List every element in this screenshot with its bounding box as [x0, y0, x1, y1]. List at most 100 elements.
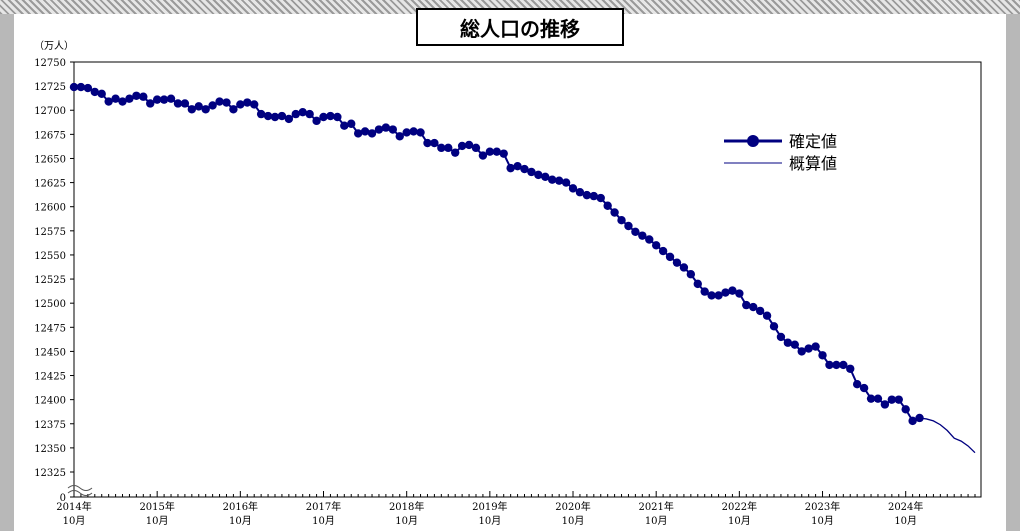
series-confirmed-point: [665, 252, 675, 262]
series-confirmed-point: [374, 125, 384, 134]
series-confirmed-point: [755, 306, 765, 316]
series-confirmed-point: [554, 176, 564, 185]
series-confirmed-point: [388, 125, 398, 134]
x-tick-month-label: 10月: [645, 515, 668, 527]
series-confirmed-point: [852, 380, 862, 389]
y-tick-label: 12700: [34, 106, 66, 117]
series-confirmed-point: [575, 188, 585, 197]
series-confirmed-point: [125, 94, 134, 103]
series-confirmed-point: [291, 109, 300, 119]
series-confirmed-point: [353, 129, 363, 138]
series-confirmed-point: [139, 92, 148, 101]
x-tick-year-label: 2022年: [722, 500, 757, 513]
series-confirmed-point: [603, 201, 612, 210]
series-confirmed-point: [887, 395, 897, 404]
series-confirmed-point: [589, 191, 599, 201]
series-confirmed-point: [277, 111, 287, 121]
series-confirmed-point: [839, 360, 848, 370]
series-confirmed-point: [846, 364, 855, 373]
series-confirmed-point: [901, 405, 910, 414]
series-confirmed-point: [811, 342, 820, 351]
series-confirmed-point: [894, 395, 903, 404]
y-tick-label: 12725: [34, 82, 66, 93]
series-confirmed-point: [360, 127, 370, 136]
chart-title: 総人口の推移: [416, 8, 624, 46]
series-confirmed-point: [520, 164, 529, 174]
series-confirmed-point: [471, 143, 481, 153]
y-tick-label: 12350: [34, 444, 66, 455]
y-tick-label: 12600: [34, 203, 66, 214]
series-confirmed-point: [658, 246, 668, 256]
series-confirmed-point: [347, 119, 356, 128]
series-confirmed-point: [624, 221, 633, 231]
series-confirmed-point: [617, 216, 626, 225]
series-confirmed-point: [450, 148, 460, 157]
series-confirmed-point: [319, 112, 328, 122]
series-confirmed-point: [714, 291, 723, 300]
series-confirmed-point: [270, 112, 280, 122]
series-confirmed-point: [631, 227, 640, 236]
x-tick-month-label: 10月: [312, 515, 335, 527]
x-tick-month-label: 10月: [562, 515, 585, 527]
series-confirmed-point: [686, 270, 696, 279]
series-confirmed-point: [818, 351, 827, 360]
series-confirmed-point: [790, 340, 799, 349]
series-confirmed-point: [721, 288, 730, 297]
series-confirmed-point: [534, 170, 543, 180]
x-tick-year-label: 2015年: [139, 500, 174, 513]
legend: 確定値 概算値: [724, 132, 837, 173]
series-confirmed-point: [700, 287, 709, 296]
series-confirmed-point: [326, 111, 335, 121]
series-confirmed-point: [243, 98, 252, 107]
y-tick-label: 12575: [34, 227, 66, 238]
series-confirmed-point: [201, 105, 210, 114]
series-confirmed-point: [416, 128, 425, 137]
y-tick-label: 12650: [34, 154, 66, 165]
series-confirmed-point: [236, 100, 245, 109]
series-confirmed-point: [728, 286, 737, 295]
legend-confirmed-marker: [747, 135, 759, 147]
y-tick-label: 12400: [34, 396, 66, 407]
x-tick-year-label: 2023年: [805, 500, 840, 513]
y-tick-label: 12675: [34, 130, 66, 141]
x-tick-month-label: 10月: [229, 515, 252, 527]
series-confirmed-point: [367, 129, 377, 138]
series-confirmed-point: [797, 347, 806, 356]
series-confirmed-point: [215, 97, 224, 106]
x-tick-year-label: 2014年: [56, 500, 91, 513]
y-tick-label: 12325: [34, 468, 66, 479]
x-tick-year-label: 2017年: [306, 500, 341, 513]
series-confirmed-point: [582, 190, 592, 200]
series-confirmed-point: [423, 138, 432, 148]
x-tick-year-label: 2019年: [472, 500, 507, 513]
series-confirmed-point: [166, 94, 176, 103]
series-confirmed-point: [478, 151, 488, 160]
series-estimate-line: [919, 417, 976, 454]
y-tick-label: 12450: [34, 347, 66, 358]
series-confirmed-point: [769, 322, 779, 331]
series-confirmed-point: [762, 311, 772, 320]
x-tick-month-label: 10月: [811, 515, 834, 527]
series-confirmed-point: [132, 91, 141, 100]
series-confirmed-point: [783, 338, 793, 347]
y-tick-label: 12750: [34, 58, 66, 69]
x-tick-year-label: 2021年: [638, 500, 673, 513]
series-confirmed-point: [568, 184, 578, 193]
series-confirmed-point: [866, 394, 876, 403]
series-confirmed-point: [83, 83, 93, 93]
y-tick-label: 12375: [34, 420, 66, 431]
series-confirmed-point: [679, 263, 689, 272]
series-confirmed-point: [742, 300, 751, 310]
series-confirmed-point: [548, 175, 557, 184]
series-confirmed-point: [381, 123, 391, 132]
series-confirmed-point: [880, 400, 890, 409]
series-confirmed-point: [832, 360, 841, 370]
series-confirmed-point: [222, 98, 231, 107]
series-confirmed-point: [859, 383, 869, 393]
series-confirmed-point: [693, 279, 702, 289]
legend-confirmed-label: 確定値: [789, 132, 837, 151]
series-confirmed-point: [90, 87, 99, 97]
series-confirmed-point: [409, 127, 418, 136]
